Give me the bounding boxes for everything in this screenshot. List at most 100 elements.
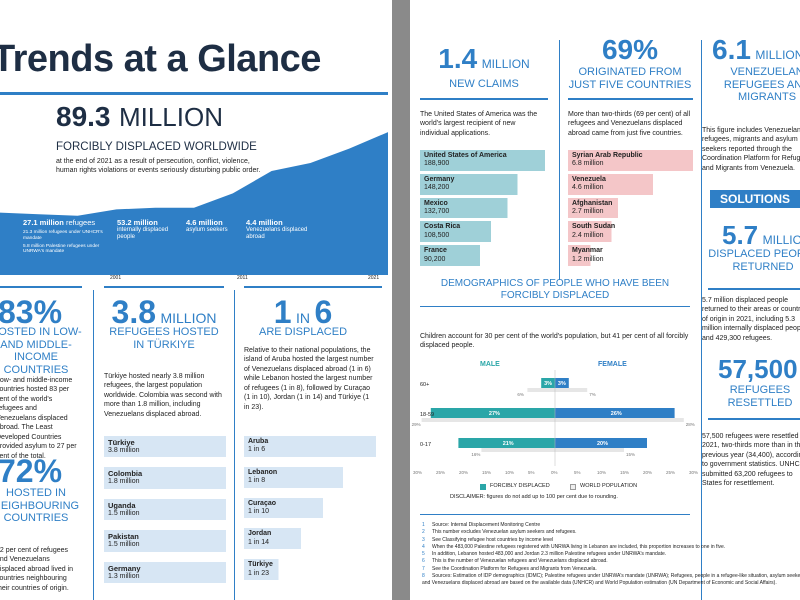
- age-label: 60+: [420, 382, 429, 388]
- female-value: 20%: [597, 441, 608, 447]
- bar-label: Jordan: [248, 530, 272, 538]
- bar-row: Curaçao 1 in 10: [244, 497, 376, 519]
- bar-uganda: Uganda 1.5 million: [104, 498, 226, 521]
- footnote-text: This is the number of Venezuelan refugee…: [432, 558, 608, 565]
- ven-label: Venezuelans displaced abroad: [246, 227, 308, 241]
- bar-row: Türkiye 1 in 23: [244, 559, 376, 580]
- year-tick: 2001: [110, 275, 122, 281]
- bar-label: Pakistan: [108, 532, 139, 542]
- ratio-a: 1: [273, 294, 292, 330]
- divider: [104, 286, 224, 288]
- stat-venezuelans: 4.4 million Venezuelans displaced abroad: [246, 218, 316, 241]
- idp-value: 53.2 million: [117, 218, 158, 227]
- ratio-bars: Aruba 1 in 6 Lebanon 1 in 8 Curaçao 1 in 10 Jo…: [244, 436, 376, 590]
- ven-figure: 6.1 MILLION: [712, 36, 800, 64]
- bar-value: 2.4 million: [572, 231, 604, 239]
- legend-swatch-wp: [570, 484, 576, 490]
- origin-caption: ORIGINATED FROM JUST FIVE COUNTRIES: [568, 66, 692, 91]
- female-wp-value: 15%: [626, 452, 635, 457]
- turkiye-unit: MILLION: [160, 310, 217, 326]
- bar-row: Germany 148,200: [420, 173, 545, 195]
- bar-label: Aruba: [248, 438, 269, 445]
- bar-value: 132,700: [424, 207, 450, 215]
- pct83-caption: HOSTED IN LOW- AND MIDDLE-INCOME COUNTRI…: [0, 326, 82, 376]
- bar-label: Colombia: [108, 469, 143, 479]
- bar-value: 1.3 million: [108, 572, 140, 580]
- bar-value: 1.5 million: [108, 509, 140, 517]
- pct83-text: Low- and middle-income countries hosted …: [0, 377, 77, 460]
- wp-bar-male: [421, 418, 555, 422]
- returned-unit: MILLION: [762, 233, 800, 247]
- ratio-b: 6: [314, 294, 333, 330]
- male-wp-value: 6%: [517, 392, 524, 397]
- hero-unit: MILLION: [118, 102, 223, 132]
- divider: [244, 286, 382, 288]
- hero-subtext: at the end of 2021 as a result of persec…: [56, 158, 261, 175]
- footnote: 5 In addition, Lebanon hosted 483,000 and…: [422, 551, 800, 558]
- ven-unit: MILLION: [755, 48, 800, 62]
- bar-label: Mexico: [424, 199, 448, 207]
- footnote-number: 7: [422, 565, 425, 572]
- footnote-text: When the 483,000 Palestine refugees regi…: [432, 543, 726, 550]
- divider: [420, 98, 548, 100]
- axis-tick: 15%: [620, 470, 629, 475]
- footnote-text: See Classifying refugee host countries b…: [432, 536, 554, 543]
- legend-swatch-fd: [480, 484, 486, 490]
- male-wp-value: 29%: [412, 422, 421, 427]
- footnote: 4 When the 483,000 Palestine refugees reg…: [422, 544, 800, 551]
- bar-row: Costa Rica 108,500: [420, 221, 545, 243]
- right-page: 1.4 MILLION NEW CLAIMS The United States…: [410, 0, 800, 600]
- idp-label: internally displaced people: [117, 227, 169, 241]
- bar-value: 6.8 million: [572, 160, 604, 168]
- bar-turkiye: Türkiye 3.8 million: [104, 436, 226, 458]
- bar-label: Syrian Arab Republic: [572, 152, 643, 159]
- fd-bar-male: [458, 438, 555, 448]
- footnote-number: 4: [422, 543, 425, 550]
- bar-value: 2.7 million: [572, 207, 604, 215]
- origin-value: 69%: [601, 34, 659, 65]
- footnote-text: Sources: Estimation of IDP demographics …: [422, 572, 800, 586]
- footnote-text: In addition, Lebanon hosted 483,000 and …: [432, 551, 667, 557]
- footnote: 7 See the Coordination Platform for Refug…: [422, 566, 800, 573]
- returned-caption: DISPLACED PEOPLE RETURNED: [708, 248, 800, 273]
- bar-value: 90,200: [424, 255, 446, 263]
- footnote: 6 This is the number of Venezuelan refuge…: [422, 558, 800, 565]
- claims-bars: United States of America 188,900 Germany 14…: [420, 150, 545, 269]
- ven-number: 6.1: [712, 34, 751, 65]
- footnote-text: Source: Internal Displacement Monitoring…: [432, 522, 541, 528]
- age-label: 18-59: [420, 412, 434, 418]
- divider: [708, 418, 800, 420]
- page-title: Trends at a Glance: [0, 38, 321, 80]
- bar-label: Costa Rica: [424, 223, 461, 231]
- female-wp-value: 28%: [686, 422, 695, 427]
- refugees-value: 27.1 million: [23, 218, 64, 227]
- column-divider: [701, 40, 702, 600]
- bar-row: Venezuela 4.6 million: [568, 173, 693, 195]
- claims-caption: NEW CLAIMS: [449, 78, 519, 90]
- bar-value: 1 in 10: [248, 507, 270, 515]
- bar-row: Afghanistan 2.7 million: [568, 197, 693, 219]
- footnote-number: 1: [422, 522, 425, 528]
- column-divider: [234, 290, 235, 600]
- pct72-caption: HOSTED IN NEIGHBOURING COUNTRIES: [0, 487, 80, 525]
- pct83-value: 83%: [0, 294, 63, 330]
- divider: [0, 286, 82, 288]
- origin-bars: Syrian Arab Republic 6.8 million Venezuela…: [568, 150, 693, 269]
- fd-bar-female: [555, 378, 569, 388]
- returned-figure: 5.7 MILLION: [722, 222, 800, 249]
- returned-text: 5.7 million displaced people returned to…: [702, 297, 800, 342]
- population-pyramid: 60+ 3% 3% 6% 7% 18-59 27% 26% 29% 28% 0-17 21% 20% 16…: [412, 370, 698, 475]
- male-value: 21%: [503, 441, 514, 447]
- bar-value: 1.2 million: [572, 255, 604, 263]
- resettled-text: 57,500 refugees were resettled in 2021, …: [702, 433, 800, 488]
- turkiye-number: 3.8: [111, 294, 156, 330]
- divider: [568, 98, 693, 100]
- axis-tick: 20%: [643, 470, 652, 475]
- pct72-text: 72 per cent of refugees and Venezuelans …: [0, 547, 74, 592]
- bar-value: 1 in 8: [248, 477, 266, 485]
- axis-tick: 0%: [551, 470, 558, 475]
- bar-label: Curaçao: [248, 499, 277, 507]
- footnote-text: See the Coordination Platform for Refuge…: [432, 565, 597, 572]
- resettled-value: 57,500: [718, 354, 798, 384]
- axis-tick: 25%: [666, 470, 675, 475]
